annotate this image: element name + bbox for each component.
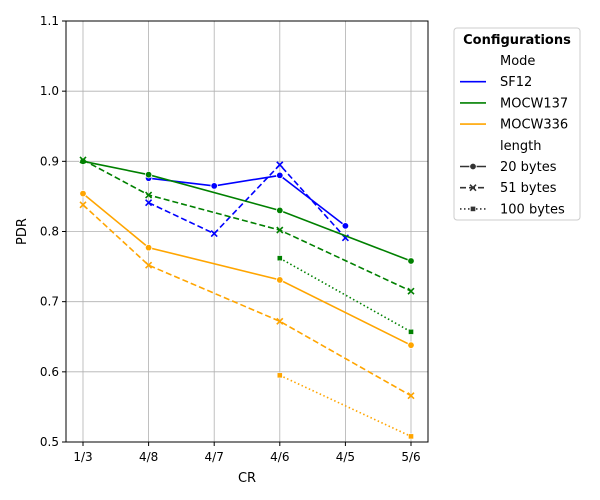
data-point-mocw336-100-bytes — [408, 433, 414, 440]
data-point-sf12-51-bytes — [145, 199, 153, 207]
legend-label: MOCW137 — [500, 96, 568, 111]
data-point-mocw336-20-bytes — [407, 341, 415, 349]
legend-label: 100 bytes — [500, 202, 565, 217]
legend: Configurations Mode length SF12 MOCW137 MO… — [453, 27, 581, 221]
series-line-sf12-51-bytes — [148, 163, 346, 239]
y-tick-label: 1.1 — [40, 14, 59, 28]
data-point-mocw137-20-bytes — [407, 257, 415, 265]
data-point-mocw336-100-bytes — [276, 372, 283, 379]
data-point-mocw137-51-bytes — [145, 191, 153, 199]
data-point-mocw137-20-bytes — [144, 170, 153, 179]
x-axis-label: CR — [238, 471, 256, 486]
y-tick-label: 0.9 — [40, 154, 59, 168]
series-mocw336-20-bytes — [79, 189, 415, 349]
series-line-mocw137-20-bytes — [82, 160, 412, 262]
grid-lines — [66, 20, 428, 443]
data-point-mocw137-20-bytes — [276, 206, 284, 215]
x-tick-label: 4/8 — [139, 450, 158, 464]
data-point-mocw336-51-bytes — [276, 317, 284, 325]
series-line-mocw137-51-bytes — [82, 159, 412, 292]
series-layer — [79, 156, 415, 440]
data-point-sf12-20-bytes — [276, 171, 284, 180]
x-tick-label: 5/6 — [401, 450, 420, 464]
legend-box — [453, 27, 581, 221]
x-tick-label: 4/5 — [336, 450, 355, 464]
legend-item-mocw336: MOCW336 — [460, 118, 568, 133]
legend-item-100-bytes: 100 bytes — [460, 202, 565, 217]
data-point-sf12-20-bytes — [210, 182, 218, 190]
legend-label: SF12 — [500, 75, 532, 90]
series-mocw137-100-bytes — [276, 255, 414, 335]
legend-label: 51 bytes — [500, 181, 557, 196]
y-tick-label: 0.8 — [40, 225, 59, 239]
legend-item-51-bytes: 51 bytes — [460, 181, 557, 196]
series-sf12-51-bytes — [145, 161, 349, 242]
series-line-mocw137-100-bytes — [279, 257, 412, 333]
data-point-mocw137-51-bytes — [276, 226, 284, 234]
legend-item-20-bytes: 20 bytes — [460, 160, 557, 175]
x-tick-label: 4/6 — [270, 450, 289, 464]
legend-entries: SF12 MOCW137 MOCW336 20 bytes 51 bytes 100 by… — [460, 75, 568, 217]
y-tick-label: 1.0 — [40, 84, 59, 98]
series-mocw137-20-bytes — [79, 157, 415, 265]
series-line-mocw336-51-bytes — [82, 204, 412, 397]
data-point-mocw137-100-bytes — [408, 328, 414, 335]
series-line-mocw336-100-bytes — [279, 374, 412, 438]
y-tick-label: 0.7 — [40, 295, 59, 309]
legend-marker — [470, 206, 476, 212]
data-point-sf12-20-bytes — [341, 222, 350, 230]
x-tick-label: 1/3 — [73, 450, 92, 464]
legend-item-mocw137: MOCW137 — [460, 96, 568, 111]
legend-title: Configurations — [463, 33, 571, 48]
x-tick-label: 4/7 — [205, 450, 224, 464]
data-point-mocw336-20-bytes — [79, 189, 87, 198]
legend-label: MOCW336 — [500, 118, 568, 133]
series-mocw336-51-bytes — [79, 201, 415, 400]
series-mocw137-51-bytes — [79, 156, 415, 295]
data-point-mocw336-20-bytes — [144, 243, 153, 252]
data-point-sf12-51-bytes — [210, 230, 218, 238]
data-point-mocw336-51-bytes — [145, 261, 153, 269]
legend-label: 20 bytes — [500, 160, 557, 175]
data-point-sf12-51-bytes — [276, 161, 284, 169]
series-mocw336-100-bytes — [276, 372, 414, 440]
y-axis-ticks: 0.5 0.6 0.7 0.8 0.9 1.0 1.1 — [40, 14, 66, 449]
legend-marker — [469, 184, 477, 192]
data-point-mocw137-51-bytes — [407, 287, 415, 295]
data-point-mocw137-100-bytes — [276, 255, 283, 262]
y-axis-label: PDR — [15, 218, 30, 245]
x-axis-ticks: 1/3 4/8 4/7 4/6 4/5 5/6 — [73, 442, 421, 464]
legend-length-header: length — [500, 139, 541, 154]
legend-item-sf12: SF12 — [460, 75, 532, 90]
y-tick-label: 0.6 — [40, 365, 59, 379]
data-point-mocw336-51-bytes — [79, 201, 87, 209]
legend-marker — [469, 162, 477, 171]
data-point-mocw137-51-bytes — [79, 156, 87, 164]
legend-mode-header: Mode — [500, 54, 535, 69]
series-line-mocw336-20-bytes — [82, 192, 412, 346]
y-tick-label: 0.5 — [40, 435, 59, 449]
data-point-mocw336-51-bytes — [407, 392, 415, 400]
data-point-mocw336-20-bytes — [276, 276, 284, 284]
